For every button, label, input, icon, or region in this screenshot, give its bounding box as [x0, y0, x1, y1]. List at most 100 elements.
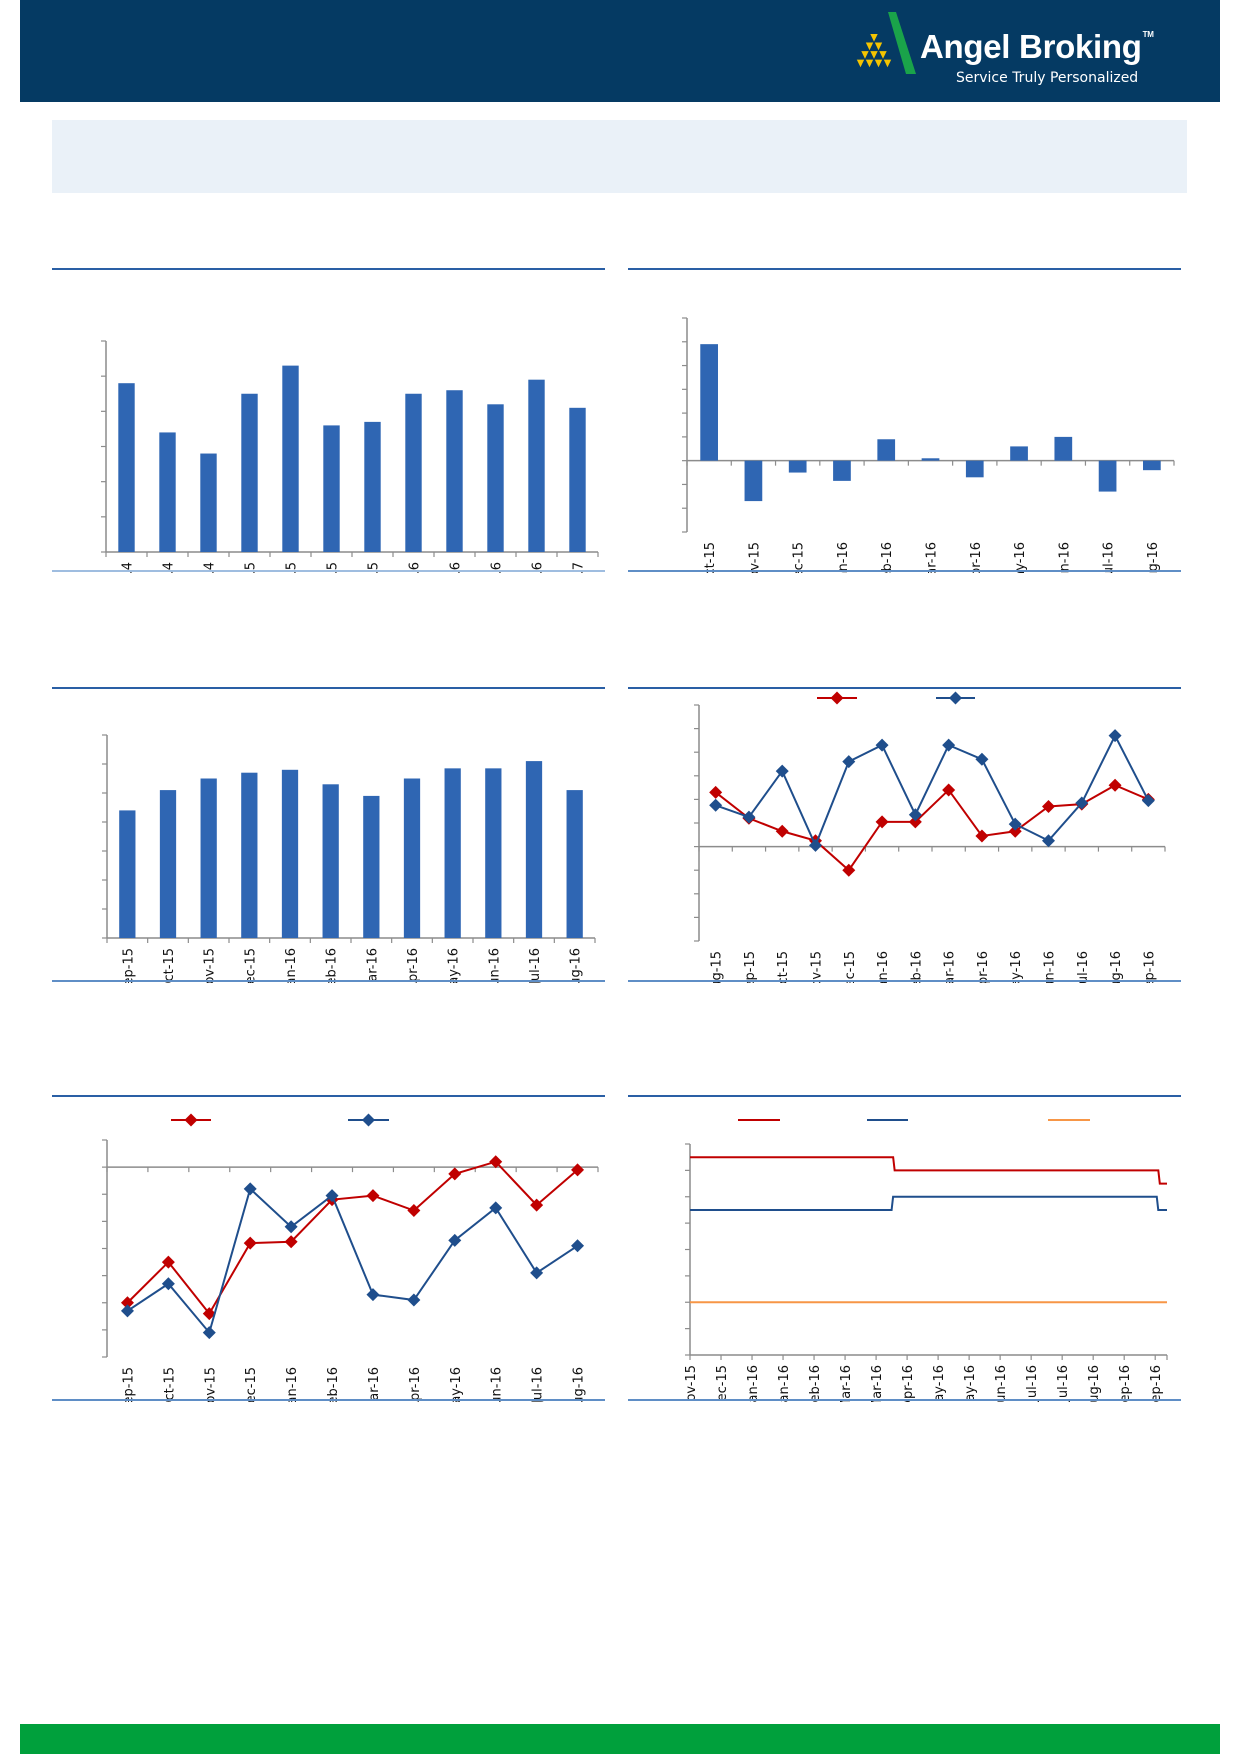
x-tick-label: Jan-16 [777, 1365, 792, 1402]
x-tick-label: 2QFY16 [449, 562, 464, 573]
bar-may-16 [444, 768, 461, 938]
bar-sep-15 [119, 810, 136, 938]
x-tick-label: Sep-15 [121, 1367, 136, 1402]
x-tick-label: Jun-16 [487, 948, 502, 983]
point-series-2-jan-16 [875, 738, 889, 752]
x-tick-label: Aug-16 [1146, 542, 1161, 573]
x-tick-label: May-16 [447, 948, 462, 983]
bar-2qfy16 [446, 390, 463, 552]
x-tick-label: Nov-15 [203, 948, 218, 983]
x-tick-label: Jan-16 [746, 1365, 761, 1402]
panel-bottom-rule [628, 980, 1181, 982]
x-tick-label: Dec-15 [792, 542, 807, 573]
x-tick-label: Jul-16 [531, 1367, 546, 1402]
x-tick-label: Oct-15 [776, 951, 791, 983]
legend-marker-series-1 [184, 1113, 198, 1127]
line-series-2 [126, 1186, 579, 1335]
bar-aug-16 [1143, 460, 1161, 471]
x-tick-label: Sep-15 [743, 951, 758, 983]
x-tick-label: May-16 [932, 1365, 947, 1402]
bar-nov-15 [744, 460, 763, 502]
x-tick-label: Jul-16 [1056, 1365, 1071, 1402]
x-tick-label: Jan-16 [876, 951, 891, 983]
step-line-series-1 [690, 1156, 1167, 1185]
line-series-1 [126, 1160, 579, 1316]
point-series-1-aug-16 [571, 1163, 585, 1177]
bar-3qfy14 [159, 432, 176, 552]
x-tick-label: Feb-16 [326, 1367, 341, 1402]
bar-4qfy14 [200, 453, 217, 552]
bar-chart-monthly: Sep-15 Oct-15 Nov-15 Dec-15 Jan-16 Feb-16 Mar-… [102, 734, 596, 983]
x-tick-label: Nov-15 [810, 951, 825, 983]
x-tick-label: 1QFY16 [408, 562, 423, 573]
line-chart-negative-series: Sep-15 Oct-15 Nov-15 Dec-15 Jan-16 Feb-16 Mar-… [102, 1113, 599, 1402]
point-series-2-jan-16 [284, 1220, 298, 1234]
x-tick-label: May-16 [449, 1367, 464, 1402]
bar-1qfy16 [405, 393, 422, 552]
point-series-1-oct-15 [161, 1255, 175, 1269]
trademark: TM [1142, 30, 1154, 39]
bar-chart-quarterly: 2QFY14 3QFY14 4QFY14 1QFY15 2QFY15 3QFY15 4QFY… [101, 340, 599, 573]
point-series-2-oct-15 [161, 1277, 175, 1291]
point-series-1-jun-16 [489, 1155, 503, 1169]
x-tick-label: May-16 [1013, 542, 1028, 573]
point-series-2-nov-15 [809, 838, 822, 852]
x-tick-label: Mar-16 [943, 951, 958, 983]
point-series-2-feb-16 [908, 808, 922, 822]
x-tick-label: Dec-15 [243, 948, 258, 983]
x-tick-label: Feb-16 [909, 951, 924, 983]
bar-1qfy15 [241, 393, 258, 552]
point-series-1-jul-16 [530, 1198, 544, 1212]
bar-jul-16 [1098, 460, 1117, 492]
point-series-2-mar-16 [942, 738, 956, 752]
angel-broking-logo[interactable]: Angel BrokingTM Service Truly Personaliz… [850, 10, 1180, 94]
x-tick-label: Jul-16 [528, 948, 543, 983]
report-header: Angel BrokingTM Service Truly Personaliz… [20, 0, 1220, 102]
point-series-2-dec-15 [842, 755, 856, 769]
x-tick-label: 3QFY15 [326, 562, 341, 573]
bar-chart-monthly-change: Oct-15 Nov-15 Dec-15 Jan-16 Feb-16 Mar-16 Apr-… [682, 317, 1175, 573]
chart-panel-6: Nov-15 Dec-15 Jan-16 Jan-16 Feb-16 Mar-16 Mar-… [628, 1095, 1181, 1402]
tagline: Service Truly Personalized [956, 70, 1139, 86]
x-tick-label: Apr-16 [901, 1365, 916, 1402]
panel-top-rule [52, 268, 605, 270]
x-tick-label: Aug-16 [1087, 1365, 1102, 1402]
point-series-1-feb-16 [908, 815, 922, 829]
x-tick-label: Dec-15 [715, 1365, 730, 1402]
point-series-1-oct-15 [775, 824, 789, 838]
x-tick-label: 3QFY16 [490, 562, 505, 573]
bar-oct-15 [700, 344, 718, 461]
x-tick-label: Apr-16 [969, 542, 984, 573]
point-series-2-aug-16 [571, 1239, 585, 1253]
line-chart-two-series: Aug-15 Sep-15 Oct-15 Nov-15 Dec-15 Jan-16 Feb-… [694, 691, 1166, 983]
point-series-2-may-16 [1008, 817, 1022, 831]
point-series-1-jan-16 [875, 815, 889, 829]
x-tick-label: Nov-15 [203, 1367, 218, 1402]
x-tick-label: Mar-16 [925, 542, 940, 573]
bar-aug-16 [566, 790, 583, 938]
x-tick-label: Dec-15 [843, 951, 858, 983]
panel-bottom-rule [52, 570, 605, 572]
x-tick-label: Apr-16 [406, 948, 421, 983]
x-tick-label: May-16 [963, 1365, 978, 1402]
x-tick-label: 4QFY14 [203, 562, 218, 573]
x-tick-label: Jan-16 [836, 542, 851, 573]
x-tick-label: Aug-16 [572, 1367, 587, 1402]
point-series-2-nov-15 [202, 1326, 216, 1340]
footer-bar [20, 1724, 1220, 1754]
x-tick-label: Nov-15 [747, 542, 762, 573]
x-tick-label: 4QFY15 [367, 562, 382, 573]
bar-1qfy17 [569, 407, 586, 552]
bar-3qfy15 [323, 425, 340, 552]
step-line-series-2 [690, 1195, 1167, 1211]
point-series-1-mar-16 [942, 783, 956, 797]
x-tick-label: Mar-16 [839, 1365, 854, 1402]
brand-name: Angel BrokingTM [920, 28, 1154, 66]
point-series-1-may-16 [1008, 824, 1022, 838]
bar-apr-16 [965, 460, 984, 478]
brand-text: Angel Broking [920, 28, 1142, 65]
panel-bottom-rule [52, 1399, 605, 1401]
x-tick-label: Oct-15 [162, 948, 177, 983]
bar-2qfy15 [282, 365, 299, 552]
point-series-2-apr-16 [407, 1293, 421, 1307]
